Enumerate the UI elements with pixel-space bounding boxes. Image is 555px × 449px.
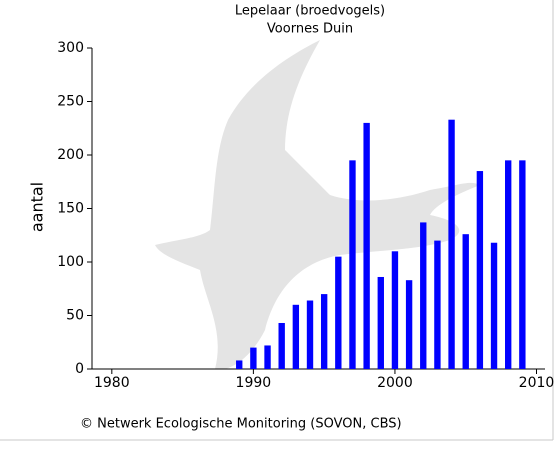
y-tick-label: 200 — [57, 147, 84, 163]
bar — [392, 251, 398, 369]
y-tick-label: 50 — [66, 308, 84, 324]
bar — [448, 120, 454, 369]
bar — [378, 277, 384, 369]
bar — [250, 348, 256, 369]
y-tick-label: 300 — [57, 40, 84, 56]
bar — [491, 243, 497, 369]
bar — [279, 323, 285, 369]
bar — [463, 234, 469, 369]
y-tick-label: 150 — [57, 201, 84, 217]
y-axis-label: aantal — [28, 182, 47, 232]
bar — [434, 241, 440, 369]
bar — [519, 160, 525, 369]
bar — [264, 345, 270, 369]
y-tick-label: 0 — [75, 361, 84, 377]
y-tick-label: 250 — [57, 94, 84, 110]
bar — [335, 257, 341, 369]
bar — [307, 301, 313, 369]
x-tick-label: 2010 — [519, 375, 555, 391]
bar — [363, 123, 369, 369]
y-tick-label: 100 — [57, 254, 84, 270]
chart-subtitle: Voornes Duin — [267, 22, 353, 37]
bar — [293, 305, 299, 369]
bar — [406, 280, 412, 369]
bar — [321, 294, 327, 369]
bar — [477, 171, 483, 369]
bar — [505, 160, 511, 369]
x-tick-label: 1990 — [236, 375, 272, 391]
bar — [236, 360, 242, 369]
chart: Lepelaar (broedvogels) Voornes Duin aant… — [0, 0, 555, 449]
bar — [349, 160, 355, 369]
footer: © Netwerk Ecologische Monitoring (SOVON,… — [80, 417, 402, 432]
x-tick-label: 2000 — [377, 375, 413, 391]
x-tick-label: 1980 — [94, 375, 130, 391]
background-bird — [155, 40, 480, 369]
bar — [420, 222, 426, 369]
chart-title: Lepelaar (broedvogels) — [235, 4, 385, 19]
